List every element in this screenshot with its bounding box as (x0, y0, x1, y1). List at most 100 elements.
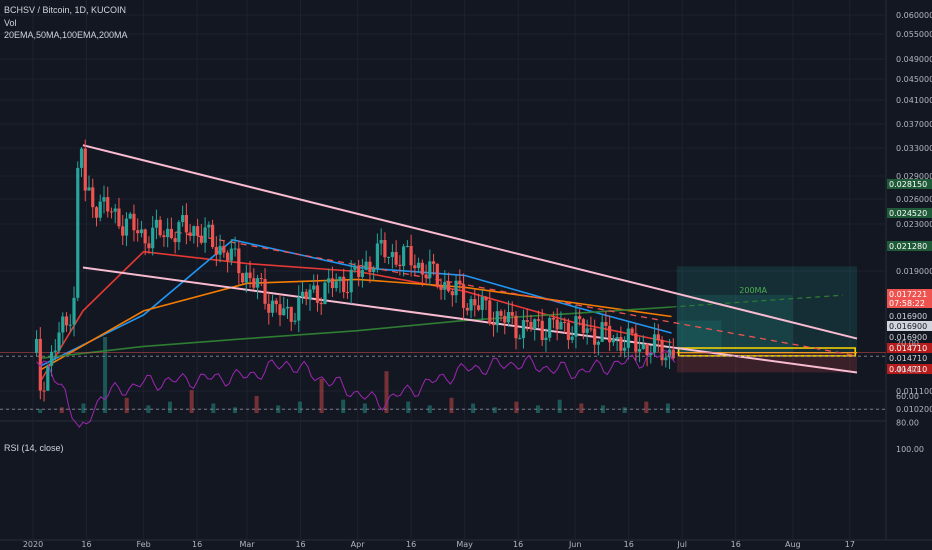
candle-body (357, 265, 361, 278)
candle-body (611, 339, 615, 343)
volume-bar (38, 409, 43, 413)
price-badge-text: 0.016900 (889, 312, 927, 321)
rsi-tick-label: 80.00 (896, 419, 919, 428)
candle-body (177, 222, 181, 243)
volume-bar (254, 395, 259, 413)
rsi-pane (0, 425, 886, 540)
time-tick-label: May (456, 540, 473, 549)
candle-body (465, 307, 469, 311)
candle-body (203, 227, 207, 243)
candle-body (102, 197, 106, 202)
candle-body (349, 269, 353, 293)
candle-body (649, 352, 653, 356)
candle-body (420, 262, 424, 275)
candle-body (342, 276, 346, 293)
candle-body (368, 261, 372, 272)
candle-body (503, 315, 507, 323)
candle-body (61, 316, 65, 333)
candle-body (375, 243, 380, 269)
volume-bar (536, 405, 541, 413)
candle-body (563, 321, 567, 323)
volume-bar (665, 403, 670, 413)
candle-body (49, 351, 54, 366)
candle-body (652, 334, 657, 353)
candle-body (166, 228, 170, 238)
candle-body (405, 245, 409, 247)
price-tick-label: 0.029000 (896, 172, 932, 181)
ma-line-100ema (39, 278, 672, 371)
price-tick-label: 0.011100 (896, 387, 932, 396)
time-tick-label: Feb (136, 540, 150, 549)
volume-bar (644, 401, 649, 413)
volume-bar (449, 397, 454, 413)
candle-body (387, 256, 391, 258)
candle-body (484, 296, 488, 301)
candle-body (91, 187, 95, 208)
candle-body (222, 245, 226, 253)
symbol-title: BCHSV / Bitcoin, 1D, KUCOIN (4, 5, 127, 15)
time-tick-label: Aug (785, 540, 801, 549)
candle-body (139, 229, 144, 234)
candle-body (619, 336, 623, 351)
candle-body (315, 285, 320, 303)
time-tick-label: 16 (295, 540, 305, 549)
candle-body (581, 319, 586, 333)
candle-body (218, 245, 222, 255)
candle-body (536, 319, 541, 321)
volume-bar (471, 403, 476, 413)
candle-body (68, 324, 72, 326)
candle-body (319, 302, 323, 305)
candle-body (480, 296, 484, 310)
price-badge-text: 0.014710 (889, 365, 927, 374)
candle-body (637, 349, 642, 352)
volume-bar (103, 337, 108, 413)
rsi-tick-label: 40.00 (896, 366, 919, 375)
rsi-tick-label: 20.00 (896, 339, 919, 348)
candle-body (300, 291, 305, 298)
candle-body (360, 269, 365, 278)
price-badge-text: 0.024520 (889, 209, 927, 218)
candle-body (518, 338, 522, 340)
candle-body (76, 167, 80, 298)
candle-body (42, 390, 46, 392)
channel-mid-line (175, 231, 858, 357)
candle-body (476, 305, 481, 310)
time-tick-label: 16 (624, 540, 634, 549)
candle-body (394, 252, 398, 265)
candle-body (304, 291, 308, 300)
rsi-tick-label: 100.00 (896, 445, 924, 454)
entry-box (677, 347, 856, 357)
candle-body (555, 319, 559, 330)
candle-body (154, 219, 159, 228)
candle-body (578, 316, 582, 320)
price-badge (887, 298, 932, 308)
volume-bar (557, 399, 562, 413)
volume-bar (81, 403, 86, 413)
candle-body (514, 315, 518, 339)
price-badge (887, 241, 932, 251)
price-tick-label: 0.019000 (896, 267, 932, 276)
ma-200-line (40, 306, 672, 360)
candle-body (109, 211, 114, 213)
volume-bar (211, 403, 216, 413)
price-tick-label: 0.023000 (896, 220, 932, 229)
price-badge (887, 332, 932, 342)
candle-body (323, 282, 327, 305)
candle-body (259, 278, 263, 280)
candle-body (327, 278, 331, 283)
candle-body (656, 334, 660, 341)
price-badge (887, 179, 932, 189)
price-badge (887, 353, 932, 363)
target-zone (676, 320, 722, 353)
candle-body (34, 338, 39, 353)
candle-body (390, 252, 394, 257)
candle-body (121, 226, 125, 236)
candle-body (600, 322, 604, 342)
candle-body (83, 148, 87, 191)
candle-body (113, 208, 117, 212)
candle-body (551, 317, 556, 320)
candle-body (162, 235, 166, 238)
candle-body (293, 320, 297, 322)
volume-bar (319, 378, 324, 413)
